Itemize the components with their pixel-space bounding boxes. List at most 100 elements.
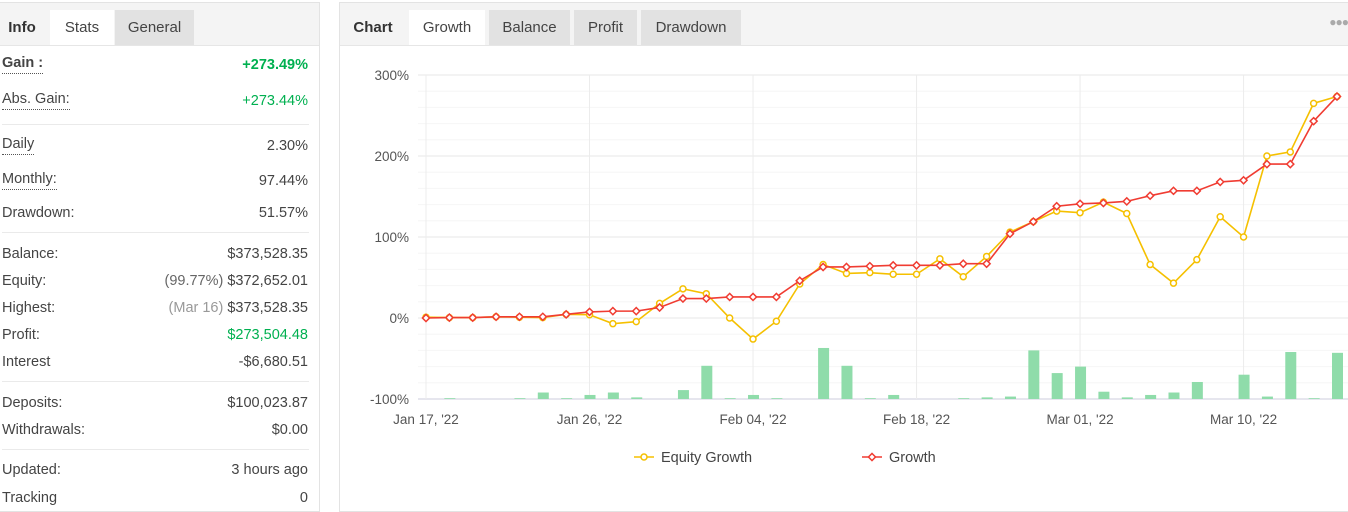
bar — [981, 397, 993, 399]
legend-marker-icon — [640, 453, 648, 461]
growth-point — [421, 313, 431, 323]
y-tick-label: 200% — [374, 149, 409, 164]
bar — [1261, 396, 1273, 399]
withdrawals-value: $0.00 — [271, 422, 308, 438]
bar — [1028, 350, 1040, 399]
equity-growth-point — [772, 317, 781, 325]
daily-value: 2.30% — [266, 138, 308, 154]
tab-stats[interactable]: Stats — [50, 10, 114, 45]
bar — [631, 397, 643, 399]
bar — [864, 398, 876, 399]
growth-point — [958, 259, 968, 269]
equity-growth-point — [1193, 255, 1201, 264]
equity-growth-point — [1239, 233, 1248, 241]
tab-growth[interactable]: Growth — [409, 10, 485, 45]
tab-general[interactable]: General — [115, 10, 194, 45]
growth-point — [771, 292, 781, 302]
legend-item-growth[interactable]: Growth — [862, 450, 936, 466]
stats-tabbar: Info Stats General — [0, 3, 319, 46]
highest-date: (Mar 16) — [168, 300, 224, 316]
highest-label: Highest: — [2, 300, 56, 316]
x-tick-label: Feb 18, '22 — [883, 412, 950, 427]
tab-drawdown[interactable]: Drawdown — [641, 10, 741, 45]
abs-gain-label[interactable]: Abs. Gain: — [2, 89, 70, 110]
growth-point — [491, 312, 501, 322]
growth-point — [1098, 198, 1109, 208]
withdrawals-label: Withdrawals: — [2, 422, 85, 438]
bar — [1332, 352, 1343, 399]
bar — [537, 392, 549, 399]
growth-point — [1168, 186, 1179, 196]
bar — [701, 365, 713, 399]
equity-growth-point — [959, 272, 968, 281]
y-tick-label: 0% — [389, 311, 409, 326]
y-tick-label: 300% — [374, 68, 409, 83]
legend-item-equity-growth[interactable]: Equity Growth — [634, 450, 752, 466]
bar — [818, 347, 830, 399]
growth-point — [888, 260, 898, 270]
profit-value: $273,504.48 — [227, 327, 308, 343]
tab-info[interactable]: Info — [8, 19, 36, 36]
deposits-label: Deposits: — [2, 395, 63, 411]
growth-point — [1052, 201, 1062, 211]
growth-point — [1332, 91, 1342, 102]
stat-equity: Equity: (99.77%) $372,652.01 — [2, 269, 308, 293]
growth-point — [725, 292, 735, 302]
bar — [1168, 392, 1180, 399]
gain-value: +273.49% — [242, 57, 308, 73]
bar — [444, 398, 456, 399]
divider — [2, 449, 309, 450]
bar — [677, 390, 689, 399]
bar — [1121, 397, 1133, 399]
balance-label: Balance: — [2, 246, 59, 262]
growth-point — [1028, 217, 1038, 227]
stat-monthly: Monthly: 97.44% — [2, 169, 308, 193]
equity-growth-point — [609, 319, 617, 328]
more-dots-icon[interactable]: ●●● — [1329, 15, 1348, 29]
daily-label[interactable]: Daily — [2, 134, 35, 155]
tab-chart[interactable]: Chart — [353, 19, 393, 36]
monthly-label[interactable]: Monthly: — [2, 169, 57, 190]
tab-balance[interactable]: Balance — [489, 10, 570, 45]
bar — [607, 392, 619, 399]
growth-point — [795, 276, 805, 286]
stat-updated: Updated: 3 hours ago — [2, 458, 308, 482]
bar — [1191, 381, 1203, 399]
interest-label: Interest — [2, 354, 51, 370]
bar — [724, 398, 736, 399]
y-tick-label: 100% — [374, 230, 409, 245]
growth-point — [514, 312, 525, 322]
profit-label: Profit: — [2, 327, 40, 343]
stats-panel: Info Stats General Gain : +273.49% Abs. G… — [0, 2, 320, 512]
bar — [771, 398, 783, 399]
x-tick-label: Jan 26, '22 — [557, 412, 623, 427]
equity-growth-point — [889, 270, 897, 279]
growth-point — [1005, 229, 1015, 239]
bar — [1308, 398, 1320, 399]
divider — [2, 381, 309, 382]
growth-point — [1215, 177, 1225, 187]
bar — [1238, 374, 1250, 399]
gain-label[interactable]: Gain : — [2, 53, 44, 74]
x-tick-label: Mar 10, '22 — [1210, 412, 1277, 427]
growth-point — [584, 307, 595, 317]
updated-label: Updated: — [2, 462, 61, 478]
growth-point — [608, 306, 618, 316]
equity-growth-point — [912, 270, 921, 279]
highest-value: $373,528.35 — [227, 300, 308, 316]
equity-growth-point — [1309, 99, 1318, 108]
growth-point — [911, 260, 922, 270]
growth-line — [425, 95, 1338, 319]
growth-point — [818, 262, 828, 272]
growth-point — [1262, 159, 1272, 169]
x-tick-label: Feb 04, '22 — [719, 412, 786, 427]
x-tick-label: Mar 01, '22 — [1046, 412, 1113, 427]
bar — [561, 398, 573, 399]
tab-profit[interactable]: Profit — [574, 10, 637, 45]
bar — [584, 394, 596, 399]
equity-growth-point — [1169, 279, 1178, 287]
tracking-label: Tracking — [2, 490, 58, 506]
equity-growth-point — [679, 285, 687, 293]
growth-point — [678, 293, 688, 304]
